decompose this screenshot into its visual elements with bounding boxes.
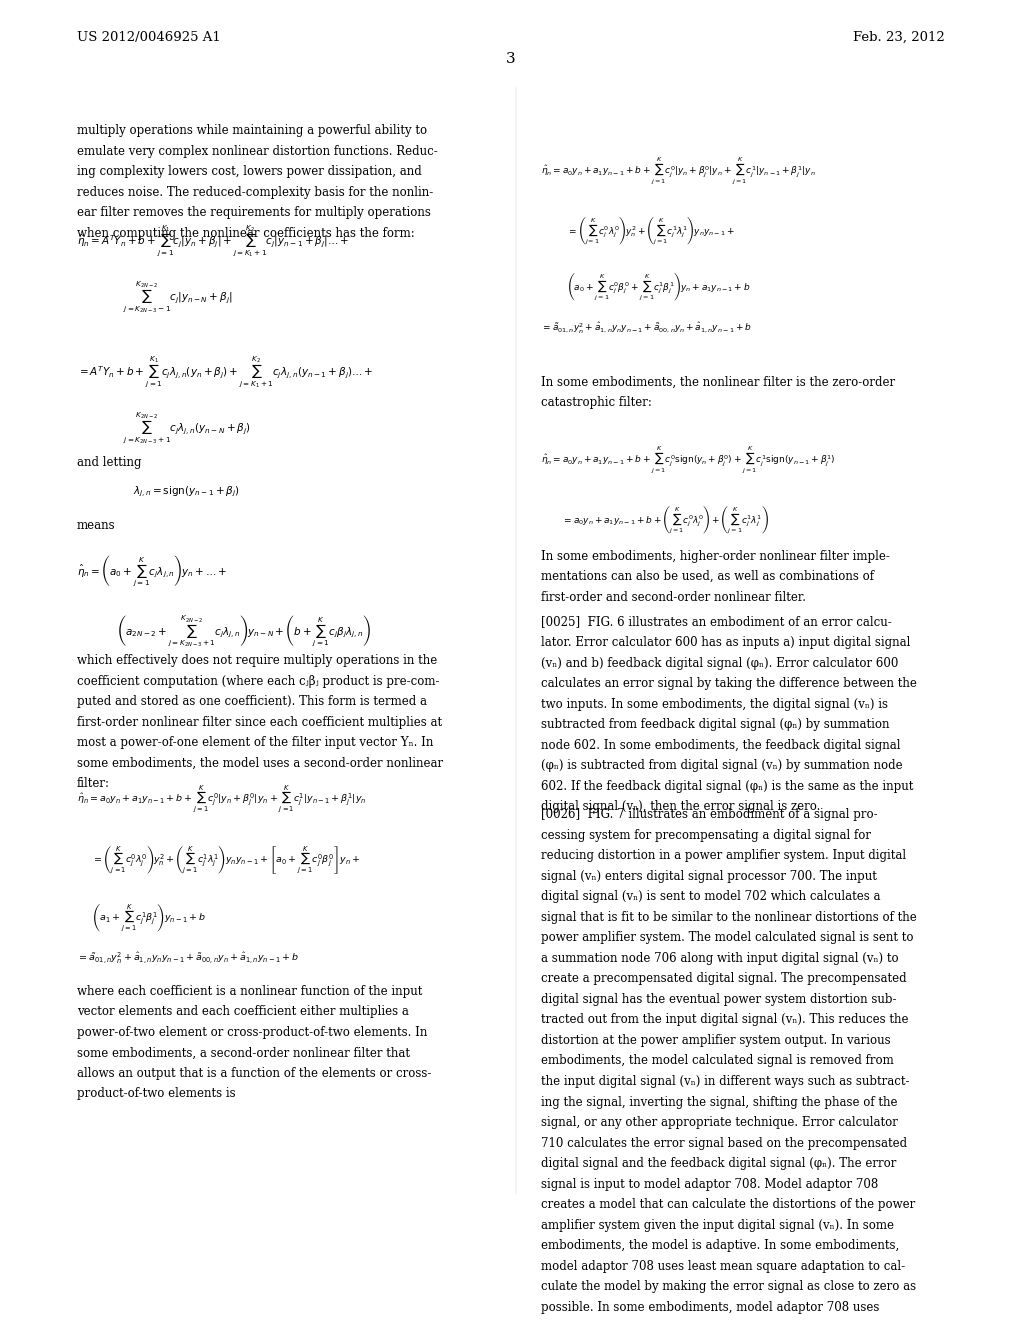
Text: multiply operations while maintaining a powerful ability to: multiply operations while maintaining a …: [77, 124, 427, 137]
Text: 710 calculates the error signal based on the precompensated: 710 calculates the error signal based on…: [542, 1137, 907, 1150]
Text: power amplifier system. The model calculated signal is sent to: power amplifier system. The model calcul…: [542, 932, 913, 944]
Text: $= \tilde{a}_{01,n} y_n^2 + \hat{a}_{1,n} y_n y_{n-1} + \tilde{a}_{00,n} y_n + \: $= \tilde{a}_{01,n} y_n^2 + \hat{a}_{1,n…: [542, 321, 752, 337]
Text: vector elements and each coefficient either multiplies a: vector elements and each coefficient eit…: [77, 1006, 409, 1018]
Text: $\lambda_{j,n} = \mathrm{sign}(y_{n-1} + \beta_j)$: $\lambda_{j,n} = \mathrm{sign}(y_{n-1} +…: [133, 484, 240, 499]
Text: allows an output that is a function of the elements or cross-: allows an output that is a function of t…: [77, 1067, 431, 1080]
Text: $= \left(\sum_{j=1}^{K} c_j^0 \lambda_j^0\right) y_n^2 + \left(\sum_{j=1}^{K} c_: $= \left(\sum_{j=1}^{K} c_j^0 \lambda_j^…: [92, 843, 360, 875]
Text: a summation node 706 along with input digital signal (vₙ) to: a summation node 706 along with input di…: [542, 952, 899, 965]
Text: emulate very complex nonlinear distortion functions. Reduc-: emulate very complex nonlinear distortio…: [77, 145, 437, 158]
Text: some embodiments, a second-order nonlinear filter that: some embodiments, a second-order nonline…: [77, 1047, 410, 1060]
Text: puted and stored as one coefficient). This form is termed a: puted and stored as one coefficient). Th…: [77, 696, 427, 708]
Text: reduces noise. The reduced-complexity basis for the nonlin-: reduces noise. The reduced-complexity ba…: [77, 186, 433, 199]
Text: reducing distortion in a power amplifier system. Input digital: reducing distortion in a power amplifier…: [542, 849, 906, 862]
Text: $\hat{\eta}_n = a_0 y_n + a_1 y_{n-1} + b + \sum_{j=1}^{K} c_j^0 \mathrm{sign}(y: $\hat{\eta}_n = a_0 y_n + a_1 y_{n-1} + …: [542, 444, 836, 475]
Text: 602. If the feedback digital signal (φₙ) is the same as the input: 602. If the feedback digital signal (φₙ)…: [542, 780, 913, 792]
Text: [0026]  FIG. 7 illustrates an embodiment of a signal pro-: [0026] FIG. 7 illustrates an embodiment …: [542, 808, 878, 821]
Text: amplifier system given the input digital signal (vₙ). In some: amplifier system given the input digital…: [542, 1218, 894, 1232]
Text: $\left(a_{2N-2} + \sum_{j=K_{2N-3}+1}^{K_{2N-2}} c_j \lambda_{j,n}\right) y_{n-N: $\left(a_{2N-2} + \sum_{j=K_{2N-3}+1}^{K…: [118, 612, 372, 648]
Text: (vₙ) and b) feedback digital signal (φₙ). Error calculator 600: (vₙ) and b) feedback digital signal (φₙ)…: [542, 656, 899, 669]
Text: creates a model that can calculate the distortions of the power: creates a model that can calculate the d…: [542, 1199, 915, 1210]
Text: node 602. In some embodiments, the feedback digital signal: node 602. In some embodiments, the feedb…: [542, 739, 901, 751]
Text: [0025]  FIG. 6 illustrates an embodiment of an error calcu-: [0025] FIG. 6 illustrates an embodiment …: [542, 615, 892, 628]
Text: first-order nonlinear filter since each coefficient multiplies at: first-order nonlinear filter since each …: [77, 715, 441, 729]
Text: digital signal and the feedback digital signal (φₙ). The error: digital signal and the feedback digital …: [542, 1158, 897, 1170]
Text: signal, or any other appropriate technique. Error calculator: signal, or any other appropriate techniq…: [542, 1115, 898, 1129]
Text: which effectively does not require multiply operations in the: which effectively does not require multi…: [77, 655, 437, 667]
Text: model adaptor 708 uses least mean square adaptation to cal-: model adaptor 708 uses least mean square…: [542, 1259, 905, 1272]
Text: $= \left(\sum_{j=1}^{K} c_j^0 \lambda_j^0\right) y_n^2 + \left(\sum_{j=1}^{K} c_: $= \left(\sum_{j=1}^{K} c_j^0 \lambda_j^…: [566, 215, 734, 247]
Text: some embodiments, the model uses a second-order nonlinear: some embodiments, the model uses a secon…: [77, 756, 442, 770]
Text: ear filter removes the requirements for multiply operations: ear filter removes the requirements for …: [77, 206, 430, 219]
Text: distortion at the power amplifier system output. In various: distortion at the power amplifier system…: [542, 1034, 891, 1047]
Text: signal is input to model adaptor 708. Model adaptor 708: signal is input to model adaptor 708. Mo…: [542, 1177, 879, 1191]
Text: In some embodiments, higher-order nonlinear filter imple-: In some embodiments, higher-order nonlin…: [542, 549, 890, 562]
Text: possible. In some embodiments, model adaptor 708 uses: possible. In some embodiments, model ada…: [542, 1300, 880, 1313]
Text: coefficient computation (where each cⱼβⱼ product is pre-com-: coefficient computation (where each cⱼβⱼ…: [77, 675, 439, 688]
Text: $\hat{\eta}_n = a_0 y_n + a_1 y_{n-1} + b + \sum_{j=1}^{K} c_j^0 |y_n + \beta_j^: $\hat{\eta}_n = a_0 y_n + a_1 y_{n-1} + …: [542, 156, 816, 186]
Text: 3: 3: [506, 53, 515, 66]
Text: digital signal (vₙ) is sent to model 702 which calculates a: digital signal (vₙ) is sent to model 702…: [542, 890, 881, 903]
Text: $= A^T Y_n + b + \sum_{j=1}^{K_1} c_j \lambda_{j,n}(y_n + \beta_j) + \sum_{j=K_1: $= A^T Y_n + b + \sum_{j=1}^{K_1} c_j \l…: [77, 354, 373, 389]
Text: product-of-two elements is: product-of-two elements is: [77, 1088, 236, 1101]
Text: signal (vₙ) enters digital signal processor 700. The input: signal (vₙ) enters digital signal proces…: [542, 870, 878, 883]
Text: ing complexity lowers cost, lowers power dissipation, and: ing complexity lowers cost, lowers power…: [77, 165, 421, 178]
Text: two inputs. In some embodiments, the digital signal (vₙ) is: two inputs. In some embodiments, the dig…: [542, 697, 888, 710]
Text: create a precompensated digital signal. The precompensated: create a precompensated digital signal. …: [542, 973, 907, 986]
Text: the input digital signal (vₙ) in different ways such as subtract-: the input digital signal (vₙ) in differe…: [542, 1074, 909, 1088]
Text: $\left(a_0 + \sum_{j=1}^{K} c_j^0 \beta_j^0 + \sum_{j=1}^{K} c_j^1 \beta_j^1\rig: $\left(a_0 + \sum_{j=1}^{K} c_j^0 \beta_…: [566, 271, 751, 304]
Text: cessing system for precompensating a digital signal for: cessing system for precompensating a dig…: [542, 829, 871, 842]
Text: $= a_0 y_n + a_1 y_{n-1} + b + \left(\sum_{j=1}^{K} c_j^0 \lambda_j^0\right) + \: $= a_0 y_n + a_1 y_{n-1} + b + \left(\su…: [561, 504, 769, 536]
Text: ing the signal, inverting the signal, shifting the phase of the: ing the signal, inverting the signal, sh…: [542, 1096, 898, 1109]
Text: $\hat{\eta}_n = a_0 y_n + a_1 y_{n-1} + b + \sum_{j=1}^{K} c_j^0 |y_n + \beta_j^: $\hat{\eta}_n = a_0 y_n + a_1 y_{n-1} + …: [77, 783, 366, 814]
Text: $\hat{\eta}_n = A^T Y_n + b + \sum_{j=1}^{K_1} c_j |y_n + \beta_j| + \sum_{j=K_1: $\hat{\eta}_n = A^T Y_n + b + \sum_{j=1}…: [77, 224, 349, 259]
Text: calculates an error signal by taking the difference between the: calculates an error signal by taking the…: [542, 677, 918, 690]
Text: embodiments, the model calculated signal is removed from: embodiments, the model calculated signal…: [542, 1055, 894, 1068]
Text: $\sum_{j=K_{2N-3}+1}^{K_{2N-2}} c_j \lambda_{j,n}(y_{n-N} + \beta_j)$: $\sum_{j=K_{2N-3}+1}^{K_{2N-2}} c_j \lam…: [123, 411, 250, 446]
Text: where each coefficient is a nonlinear function of the input: where each coefficient is a nonlinear fu…: [77, 985, 422, 998]
Text: mentations can also be used, as well as combinations of: mentations can also be used, as well as …: [542, 570, 874, 583]
Text: US 2012/0046925 A1: US 2012/0046925 A1: [77, 32, 220, 44]
Text: $\left(a_1 + \sum_{j=1}^{K} c_j^1 \beta_j^1\right) y_{n-1} + b$: $\left(a_1 + \sum_{j=1}^{K} c_j^1 \beta_…: [92, 902, 206, 933]
Text: and letting: and letting: [77, 457, 141, 470]
Text: when computing the nonlinear coefficients has the form:: when computing the nonlinear coefficient…: [77, 227, 415, 240]
Text: $= \tilde{a}_{01,n} y_n^2 + \hat{a}_{1,n} y_n y_{n-1} + \tilde{a}_{00,n} y_n + \: $= \tilde{a}_{01,n} y_n^2 + \hat{a}_{1,n…: [77, 952, 299, 966]
Text: Feb. 23, 2012: Feb. 23, 2012: [853, 32, 944, 44]
Text: digital signal (vₙ), then the error signal is zero.: digital signal (vₙ), then the error sign…: [542, 800, 820, 813]
Text: signal that is fit to be similar to the nonlinear distortions of the: signal that is fit to be similar to the …: [542, 911, 916, 924]
Text: (φₙ) is subtracted from digital signal (vₙ) by summation node: (φₙ) is subtracted from digital signal (…: [542, 759, 903, 772]
Text: subtracted from feedback digital signal (φₙ) by summation: subtracted from feedback digital signal …: [542, 718, 890, 731]
Text: digital signal has the eventual power system distortion sub-: digital signal has the eventual power sy…: [542, 993, 897, 1006]
Text: $\hat{\eta}_n = \left(a_0 + \sum_{j=1}^{K} c_j \lambda_{j,n}\right) y_n + \ldots: $\hat{\eta}_n = \left(a_0 + \sum_{j=1}^{…: [77, 553, 227, 589]
Text: lator. Error calculator 600 has as inputs a) input digital signal: lator. Error calculator 600 has as input…: [542, 636, 910, 649]
Text: In some embodiments, the nonlinear filter is the zero-order: In some embodiments, the nonlinear filte…: [542, 375, 895, 388]
Text: tracted out from the input digital signal (vₙ). This reduces the: tracted out from the input digital signa…: [542, 1014, 908, 1027]
Text: $\sum_{j=K_{2N-3}-1}^{K_{2N-2}} c_j |y_{n-N} + \beta_j|$: $\sum_{j=K_{2N-3}-1}^{K_{2N-2}} c_j |y_{…: [123, 280, 232, 315]
Text: most a power-of-one element of the filter input vector Yₙ. In: most a power-of-one element of the filte…: [77, 737, 433, 750]
Text: catastrophic filter:: catastrophic filter:: [542, 396, 652, 409]
Text: embodiments, the model is adaptive. In some embodiments,: embodiments, the model is adaptive. In s…: [542, 1239, 899, 1253]
Text: power-of-two element or cross-product-of-two elements. In: power-of-two element or cross-product-of…: [77, 1026, 427, 1039]
Text: means: means: [77, 519, 116, 532]
Text: filter:: filter:: [77, 777, 110, 791]
Text: first-order and second-order nonlinear filter.: first-order and second-order nonlinear f…: [542, 590, 806, 603]
Text: culate the model by making the error signal as close to zero as: culate the model by making the error sig…: [542, 1280, 916, 1294]
